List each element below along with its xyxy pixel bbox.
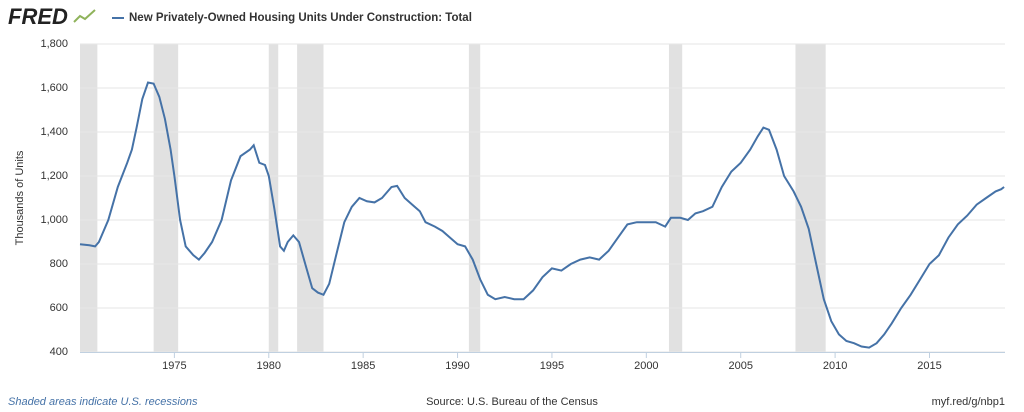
x-tick-label: 1980 [257,360,281,372]
recession-band [668,44,683,352]
x-tick-label: 2010 [823,360,847,372]
recession-band [468,44,481,352]
x-tick-label: 2015 [917,360,941,372]
y-tick-label: 1,400 [40,126,68,138]
recession-band [795,44,826,352]
y-tick-label: 600 [50,302,68,314]
logo-icon [73,9,96,23]
recession-band [80,44,98,352]
data-line [79,81,1005,349]
logo: FRED [8,4,68,29]
x-tick-label: 1985 [351,360,375,372]
y-tick-label: 1,600 [40,82,68,94]
footer-note: Shaded areas indicate U.S. recessions [8,396,198,408]
x-tick-label: 1990 [445,360,469,372]
y-tick-label: 1,200 [40,170,68,182]
x-tick-label: 1995 [540,360,564,372]
y-axis-label: Thousands of Units [14,150,26,245]
source: Source: U.S. Bureau of the Census [426,396,598,408]
x-tick-label: 1975 [162,360,186,372]
x-tick-label: 2000 [634,360,658,372]
legend-label: New Privately-Owned Housing Units Under … [129,12,472,24]
y-tick-label: 400 [50,346,68,358]
recession-band [297,44,324,352]
link[interactable]: myf.red/g/nbp1 [932,396,1005,408]
x-tick-label: 2005 [728,360,752,372]
y-tick-label: 1,000 [40,214,68,226]
y-tick-label: 800 [50,258,68,270]
y-tick-label: 1,800 [40,38,68,50]
